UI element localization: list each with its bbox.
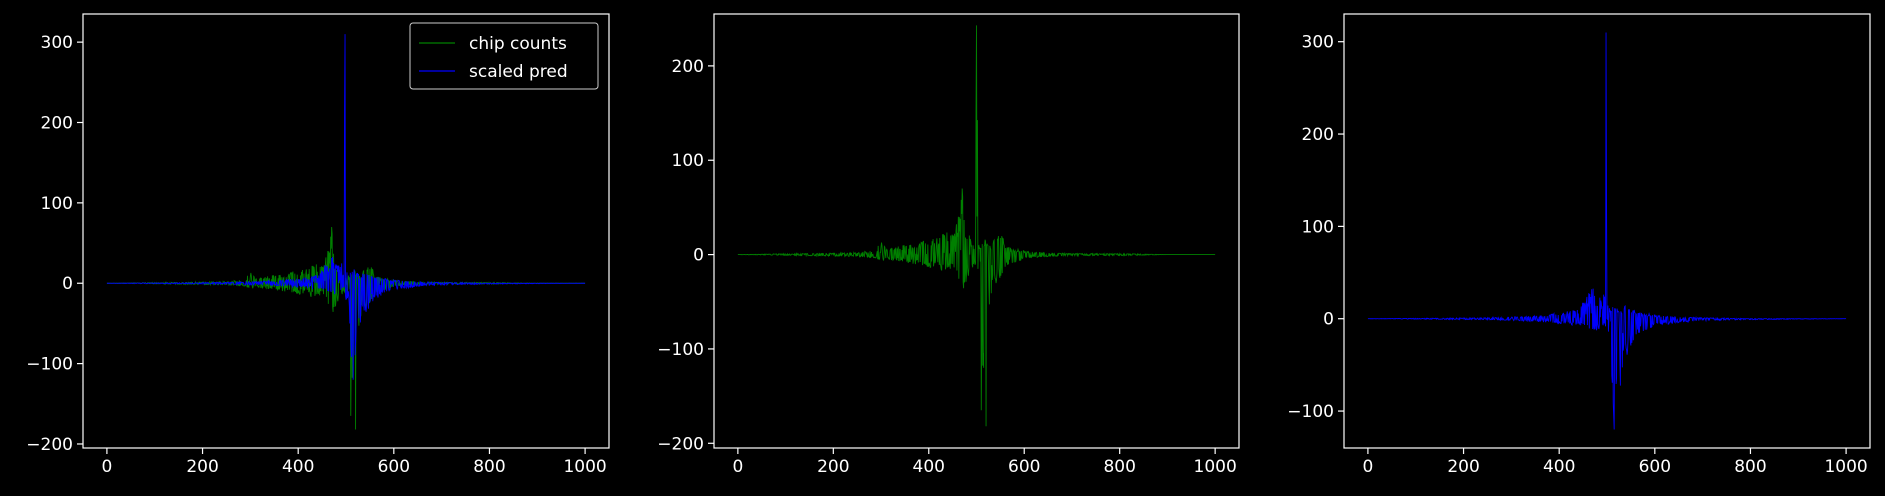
y-tick-label: −100 xyxy=(657,340,704,360)
x-tick-label: 0 xyxy=(732,457,743,477)
y-tick-label: 0 xyxy=(1323,310,1334,330)
legend: chip counts scaled pred xyxy=(409,22,599,90)
y-tick-label: 200 xyxy=(672,57,704,77)
x-tick-label: 1000 xyxy=(1194,457,1237,477)
series-line-2 xyxy=(106,34,586,380)
legend-entry: scaled pred xyxy=(469,62,568,82)
y-tick-label: 200 xyxy=(1302,125,1334,145)
x-tick-label: 400 xyxy=(1543,457,1575,477)
y-tick-label: −100 xyxy=(1287,402,1334,422)
y-tick-label: −200 xyxy=(26,435,73,455)
y-tick-label: 100 xyxy=(41,194,73,214)
x-tick-label: 800 xyxy=(1734,457,1766,477)
chart-panel-1: 0 200 400 600 800 1000 −200 −100 0 100 200 300 chip … xyxy=(26,13,610,477)
axes-frame xyxy=(713,13,1240,449)
series-line-1 xyxy=(1367,32,1847,430)
x-tick-label: 800 xyxy=(473,457,505,477)
x-tick-label: 600 xyxy=(378,457,410,477)
legend-entry: chip counts xyxy=(469,34,567,54)
x-tick-label: 0 xyxy=(1362,457,1373,477)
y-tick-label: 300 xyxy=(41,33,73,53)
y-tick-label: −100 xyxy=(26,355,73,375)
chart-panel-3: 0 200 400 600 800 1000 −100 0 100 200 300 xyxy=(1287,13,1871,477)
x-tick-label: 200 xyxy=(186,457,218,477)
x-tick-label: 400 xyxy=(282,457,314,477)
axes-frame xyxy=(82,13,610,449)
x-tick-label: 1000 xyxy=(563,457,606,477)
chart-panel-2: 0 200 400 600 800 1000 −200 −100 0 100 200 xyxy=(657,13,1240,477)
axes-frame xyxy=(1343,13,1871,449)
y-tick-label: 300 xyxy=(1302,33,1334,53)
x-tick-label: 400 xyxy=(913,457,945,477)
series-line-1 xyxy=(737,25,1216,427)
x-tick-label: 200 xyxy=(817,457,849,477)
x-tick-label: 600 xyxy=(1008,457,1040,477)
x-tick-label: 200 xyxy=(1447,457,1479,477)
y-tick-label: 0 xyxy=(693,246,704,266)
x-tick-label: 600 xyxy=(1639,457,1671,477)
y-tick-label: 200 xyxy=(41,114,73,134)
x-tick-label: 1000 xyxy=(1824,457,1867,477)
y-tick-label: 100 xyxy=(1302,217,1334,237)
y-tick-label: 0 xyxy=(62,274,73,294)
x-tick-label: 800 xyxy=(1103,457,1135,477)
x-tick-label: 0 xyxy=(101,457,112,477)
y-tick-label: 100 xyxy=(672,151,704,171)
y-tick-label: −200 xyxy=(657,434,704,454)
legend-box xyxy=(409,22,599,90)
